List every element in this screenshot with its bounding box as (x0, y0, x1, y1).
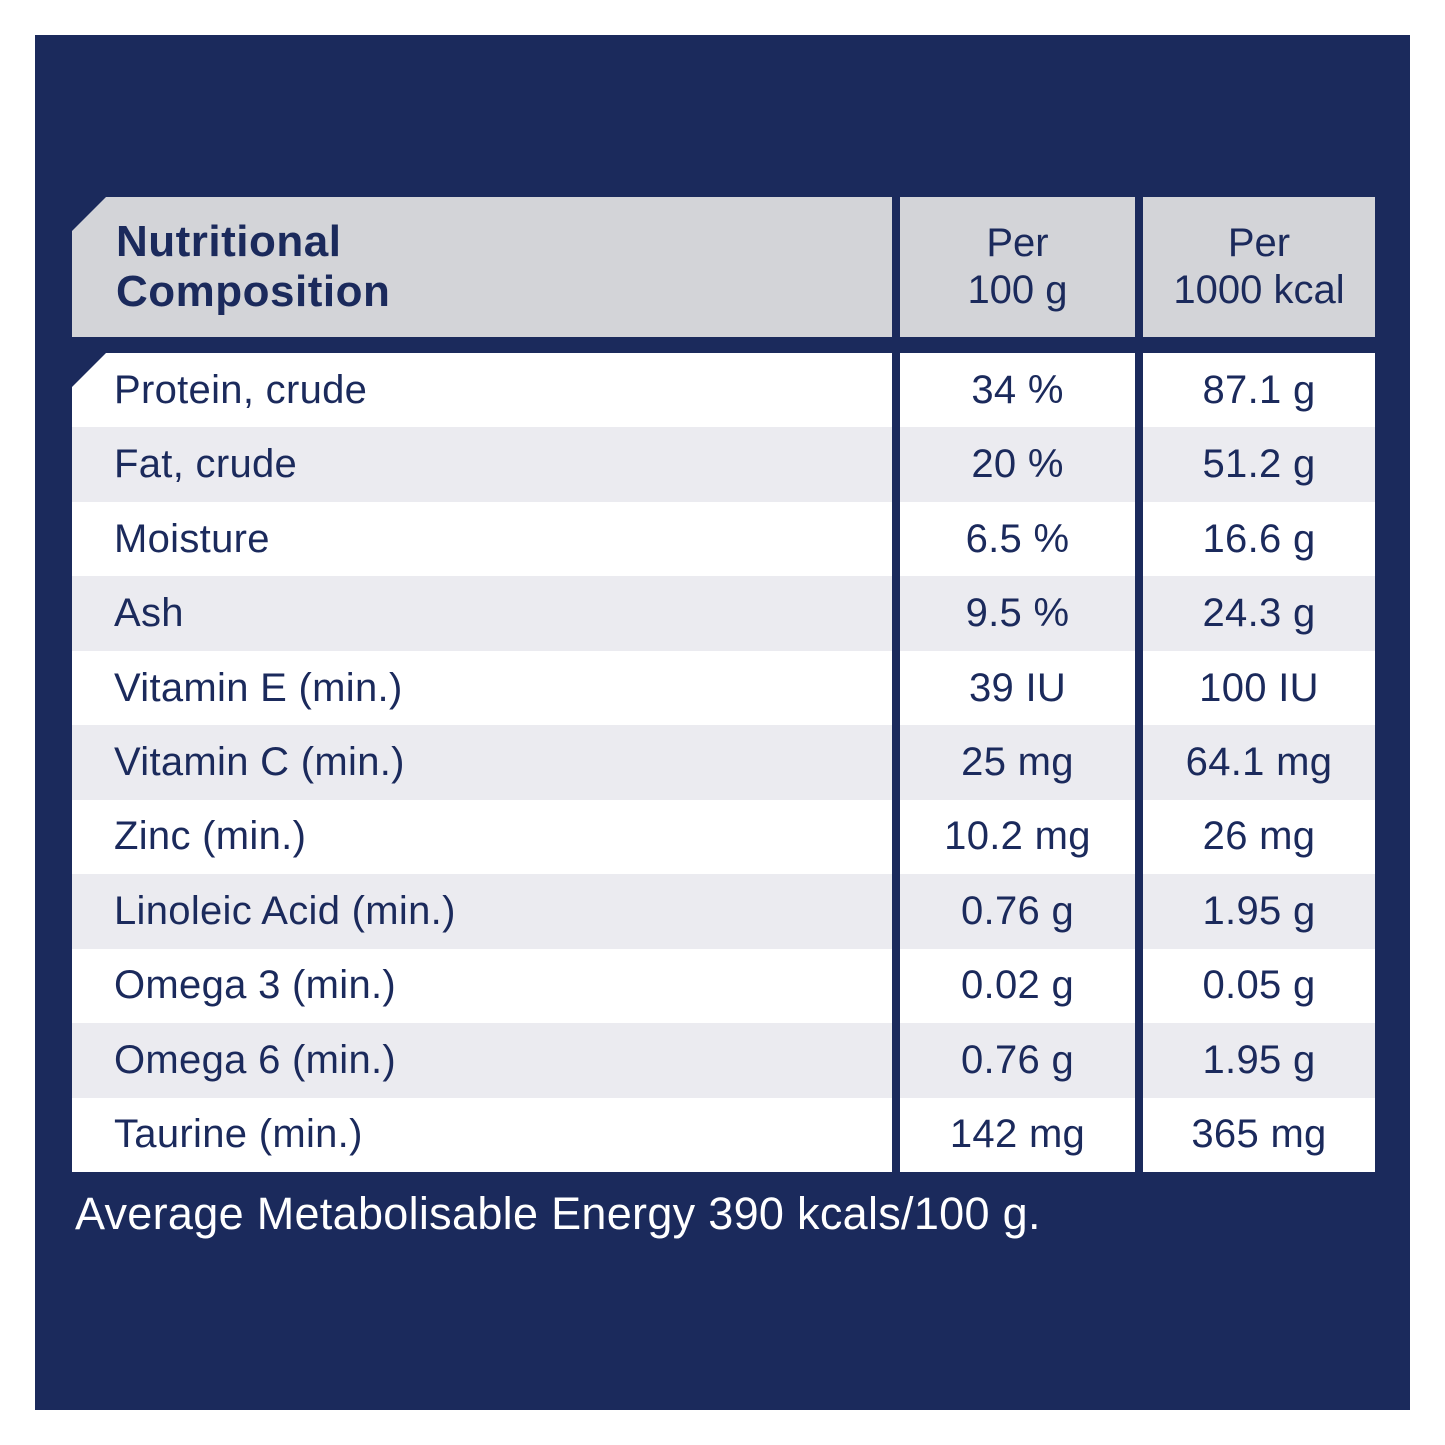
table-title-line1: Nutritional (116, 216, 342, 266)
column-divider (1135, 576, 1143, 651)
table-row: Protein, crude 34 % 87.1 g (72, 353, 1375, 428)
row-label: Vitamin C (min.) (114, 739, 405, 784)
table-body: Protein, crude 34 % 87.1 g Fat, crude 20… (72, 353, 1375, 1172)
row-per100g: 39 IU (968, 665, 1067, 710)
column-divider (1135, 427, 1143, 502)
column-divider (892, 799, 900, 875)
column-divider (1135, 501, 1143, 577)
table-row: Vitamin C (min.) 25 mg 64.1 mg (72, 725, 1375, 800)
row-per1000kcal: 1.95 g (1202, 1037, 1316, 1082)
column-header-per-1000kcal-line2: 1000 kcal (1173, 268, 1345, 312)
table-row: Vitamin E (min.) 39 IU 100 IU (72, 650, 1375, 726)
column-divider (892, 650, 900, 726)
row-per100g: 0.76 g (960, 1037, 1074, 1082)
row-label: Omega 3 (min.) (114, 963, 397, 1008)
column-divider (892, 874, 900, 949)
column-divider (892, 501, 900, 577)
column-divider (1135, 948, 1143, 1024)
table-row: Ash 9.5 % 24.3 g (72, 576, 1375, 651)
row-label: Moisture (114, 516, 270, 561)
table-row: Taurine (min.) 142 mg 365 mg (72, 1097, 1375, 1172)
nutrition-panel: Nutritional Composition Per 100 g Per 10… (35, 35, 1410, 1410)
energy-note: Average Metabolisable Energy 390 kcals/1… (75, 1188, 1041, 1239)
row-label: Fat, crude (114, 442, 298, 487)
row-per100g: 20 % (971, 442, 1064, 487)
row-per1000kcal: 16.6 g (1202, 516, 1316, 561)
table-row: Fat, crude 20 % 51.2 g (72, 427, 1375, 502)
row-per1000kcal: 0.05 g (1202, 963, 1316, 1008)
table-row: Moisture 6.5 % 16.6 g (72, 501, 1375, 577)
row-per1000kcal: 365 mg (1191, 1112, 1327, 1157)
row-per100g: 10.2 mg (944, 814, 1091, 859)
column-divider (892, 427, 900, 502)
column-header-per-1000kcal-line1: Per (1227, 220, 1291, 265)
column-divider (1135, 1097, 1143, 1172)
column-divider (892, 1023, 900, 1098)
row-per1000kcal: 24.3 g (1202, 591, 1316, 636)
table-row: Omega 6 (min.) 0.76 g 1.95 g (72, 1023, 1375, 1098)
table-row: Linoleic Acid (min.) 0.76 g 1.95 g (72, 874, 1375, 949)
column-divider (1135, 353, 1143, 428)
column-divider (892, 725, 900, 800)
column-divider (1135, 1023, 1143, 1098)
row-per100g: 34 % (971, 367, 1064, 412)
column-divider (892, 1097, 900, 1172)
row-per1000kcal: 51.2 g (1202, 442, 1316, 487)
row-per100g: 0.76 g (960, 888, 1074, 933)
column-divider (1135, 874, 1143, 949)
row-label: Ash (114, 591, 184, 636)
column-header-per-100g-line2: 100 g (967, 268, 1068, 312)
column-divider (1135, 197, 1143, 337)
row-per100g: 6.5 % (965, 516, 1070, 561)
row-per1000kcal: 26 mg (1202, 814, 1316, 859)
table-title-line2: Composition (116, 267, 391, 316)
column-divider (1135, 799, 1143, 875)
column-divider (1135, 650, 1143, 726)
column-divider (892, 948, 900, 1024)
row-label: Vitamin E (min.) (114, 665, 403, 710)
row-per100g: 9.5 % (965, 591, 1070, 636)
column-divider (892, 353, 900, 428)
row-per1000kcal: 100 IU (1199, 665, 1319, 710)
row-label: Linoleic Acid (min.) (114, 888, 456, 933)
row-per100g: 25 mg (961, 739, 1074, 784)
table-row: Zinc (min.) 10.2 mg 26 mg (72, 799, 1375, 875)
row-per1000kcal: 1.95 g (1202, 888, 1316, 933)
row-label: Zinc (min.) (114, 814, 307, 859)
row-per100g: 0.02 g (960, 963, 1074, 1008)
row-label: Taurine (min.) (114, 1112, 363, 1157)
row-per100g: 142 mg (949, 1112, 1086, 1157)
row-label: Protein, crude (114, 367, 368, 412)
column-divider (1135, 725, 1143, 800)
column-header-per-1000kcal: Per 1000 kcal (1143, 197, 1375, 337)
column-header-per-100g: Per 100 g (900, 197, 1135, 337)
table-title: Nutritional Composition (72, 197, 892, 337)
table-header: Nutritional Composition Per 100 g Per 10… (72, 197, 1375, 337)
row-label: Omega 6 (min.) (114, 1037, 397, 1082)
column-divider (892, 576, 900, 651)
column-divider (892, 197, 900, 337)
column-header-per-100g-line1: Per (986, 220, 1049, 265)
table-row: Omega 3 (min.) 0.02 g 0.05 g (72, 948, 1375, 1024)
row-per1000kcal: 87.1 g (1202, 367, 1316, 412)
row-per1000kcal: 64.1 mg (1185, 739, 1333, 784)
